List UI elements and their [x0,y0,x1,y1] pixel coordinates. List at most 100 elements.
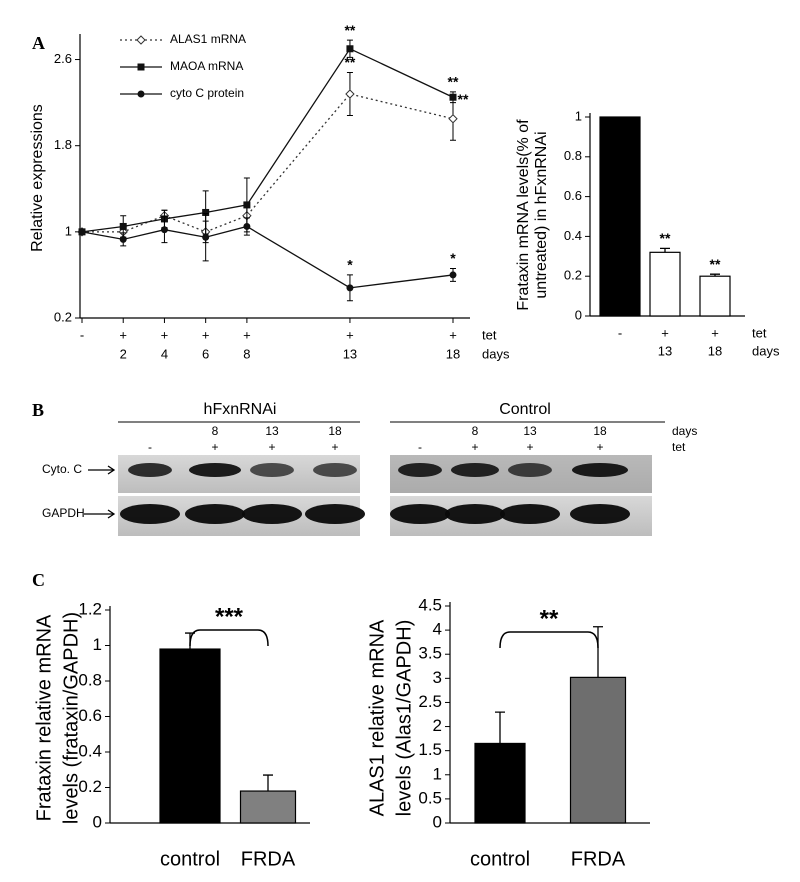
y-tick-label: 2.6 [54,51,72,66]
bar [239,790,297,824]
significance: * [450,250,456,266]
lane-tet: + [331,440,338,454]
y-tick-label: 0.8 [564,148,582,163]
x-tick-label: 18 [708,343,722,358]
y-tick-label: 2 [433,716,442,735]
x-tick-label: 13 [658,343,672,358]
y-tick-label: 1 [65,223,72,238]
significance: ** [540,605,559,632]
tet-label: + [711,325,719,340]
blot-band [508,463,552,477]
marker [243,222,251,230]
x-unit-label: days [482,346,510,361]
x-tick-label: 8 [243,346,250,361]
y-tick-label: 3 [433,668,442,687]
legend-label: cyto C protein [170,86,244,100]
x-tick-label: control [160,848,220,870]
y-tick-label: 1 [93,635,102,654]
x-tick-label: control [470,848,530,870]
marker [202,208,210,216]
y-tick-label: 1 [575,108,582,123]
bar [649,251,681,317]
bar [569,676,627,824]
significance: ** [660,230,671,246]
y-tick-label: 0.6 [78,706,102,725]
marker [119,222,127,230]
lane-days: 13 [523,424,537,438]
row-label: Cyto. C [42,462,82,476]
treatment-label: tet [752,325,767,340]
y-axis-label: untreated) in hFxnRNAi [533,131,550,298]
y-tick-label: 0.4 [78,741,102,760]
blot-band [390,504,450,524]
treatment-label: tet [482,327,497,342]
significance: ** [448,74,459,90]
y-tick-label: 0 [433,812,442,831]
blot-band [120,504,180,524]
x-tick-label: FRDA [241,848,296,870]
blot-group: Control [499,401,551,418]
marker [243,201,251,209]
blot-band [250,463,294,477]
legend-marker [136,35,146,45]
error-bar [495,711,505,744]
significance-bracket [189,629,269,647]
x-tick-label: 6 [202,346,209,361]
significance: *** [215,603,244,630]
y-tick-label: 1.8 [54,137,72,152]
tet-label: + [243,327,251,342]
y-tick-label: 0.5 [418,788,442,807]
bar [474,742,526,824]
blot-band [189,463,241,477]
marker [346,284,354,292]
tet-label: + [449,327,457,342]
y-tick-label: 0.2 [564,268,582,283]
tet-label: + [161,327,169,342]
blot-band [313,463,357,477]
y-tick-label: 0.6 [564,188,582,203]
blot-band [570,504,630,524]
row-arrow [88,465,116,475]
blot-band [185,504,245,524]
tet-label: tet [672,440,686,454]
marker [119,235,127,243]
lane-days: 8 [472,424,479,438]
series-line [81,47,454,233]
x-tick-label: 4 [161,346,168,361]
lane-tet: + [211,440,218,454]
y-tick-label: 0 [93,812,102,831]
lane-tet: + [526,440,533,454]
marker [78,228,86,236]
lane-days: 18 [328,424,342,438]
x-tick-label: 18 [446,346,460,361]
lane-tet: + [268,440,275,454]
error-bar [263,774,273,792]
x-tick-label: FRDA [571,848,626,870]
lane-days: 8 [212,424,219,438]
marker [345,89,355,99]
bar [159,648,221,824]
series-line [82,93,454,233]
lane-tet: + [471,440,478,454]
y-axis-label: levels (frataxin/GAPDH) [60,612,82,824]
lane-days: 18 [593,424,607,438]
x-tick-label: 13 [343,346,357,361]
marker [449,271,457,279]
blot-band [128,463,172,477]
blot-band [572,463,628,477]
marker [449,93,457,101]
significance: ** [710,256,721,272]
tet-label: + [202,327,210,342]
days-label: days [672,424,697,438]
y-tick-label: 2.5 [418,692,442,711]
y-tick-label: 3.5 [418,644,442,663]
row-arrow [84,509,116,519]
tet-label: - [618,325,622,340]
legend-label: MAOA mRNA [170,59,243,73]
series-line [81,225,454,289]
lane-tet: - [148,440,152,454]
tet-label: + [661,325,669,340]
lane-tet: + [596,440,603,454]
blot-band [398,463,442,477]
